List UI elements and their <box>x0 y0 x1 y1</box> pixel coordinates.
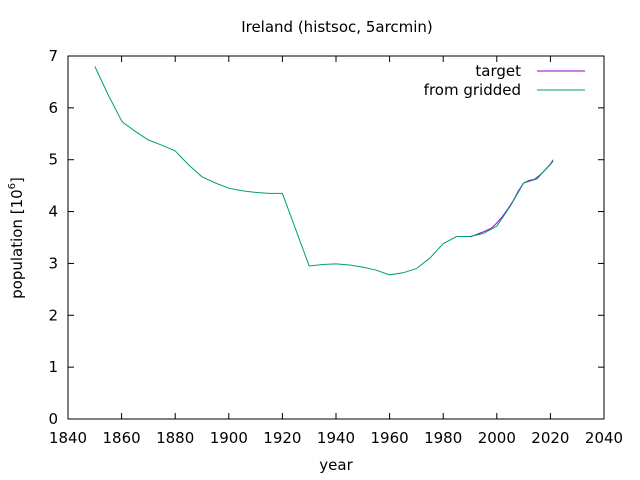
y-tick-label: 0 <box>48 410 58 428</box>
x-tick-label: 1880 <box>156 429 194 447</box>
chart-title: Ireland (histsoc, 5arcmin) <box>241 18 433 36</box>
series-line-target <box>469 160 554 238</box>
y-axis-label: population [106] <box>7 177 26 299</box>
x-axis-ticks: 1840 1860 1880 1900 1920 1940 1960 1980 2000 2020… <box>49 56 623 447</box>
y-axis-ticks: 0 1 2 3 4 5 6 7 <box>48 47 604 428</box>
legend-label-target: target <box>475 62 521 80</box>
y-tick-label: 2 <box>48 306 58 324</box>
y-tick-label: 3 <box>48 254 58 272</box>
y-axis-label-suffix: ] <box>8 177 26 183</box>
y-tick-label: 5 <box>48 151 58 169</box>
x-tick-label: 1840 <box>49 429 87 447</box>
x-tick-label: 1960 <box>371 429 409 447</box>
x-axis-label: year <box>319 456 353 474</box>
x-tick-label: 1940 <box>317 429 355 447</box>
series-lines <box>94 66 554 276</box>
x-tick-label: 1900 <box>210 429 248 447</box>
series-line-from-gridded <box>94 66 554 276</box>
y-axis-label-exponent: 6 <box>7 183 18 189</box>
x-tick-label: 2040 <box>585 429 623 447</box>
y-tick-label: 1 <box>48 358 58 376</box>
x-tick-label: 1980 <box>424 429 462 447</box>
y-tick-label: 6 <box>48 99 58 117</box>
x-tick-label: 2020 <box>531 429 569 447</box>
x-tick-label: 1860 <box>103 429 141 447</box>
y-tick-label: 7 <box>48 47 58 65</box>
y-axis-label-main: population [10 <box>8 189 26 299</box>
legend-label-from-gridded: from gridded <box>424 81 521 99</box>
y-tick-label: 4 <box>48 203 58 221</box>
x-tick-label: 1920 <box>263 429 301 447</box>
x-tick-label: 2000 <box>478 429 516 447</box>
plot-frame <box>67 55 605 420</box>
